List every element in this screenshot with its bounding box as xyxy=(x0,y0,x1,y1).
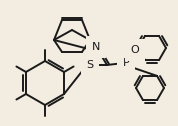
Text: S: S xyxy=(87,60,94,70)
Text: N: N xyxy=(92,42,100,52)
Text: O: O xyxy=(131,45,139,55)
Text: P: P xyxy=(123,58,129,68)
